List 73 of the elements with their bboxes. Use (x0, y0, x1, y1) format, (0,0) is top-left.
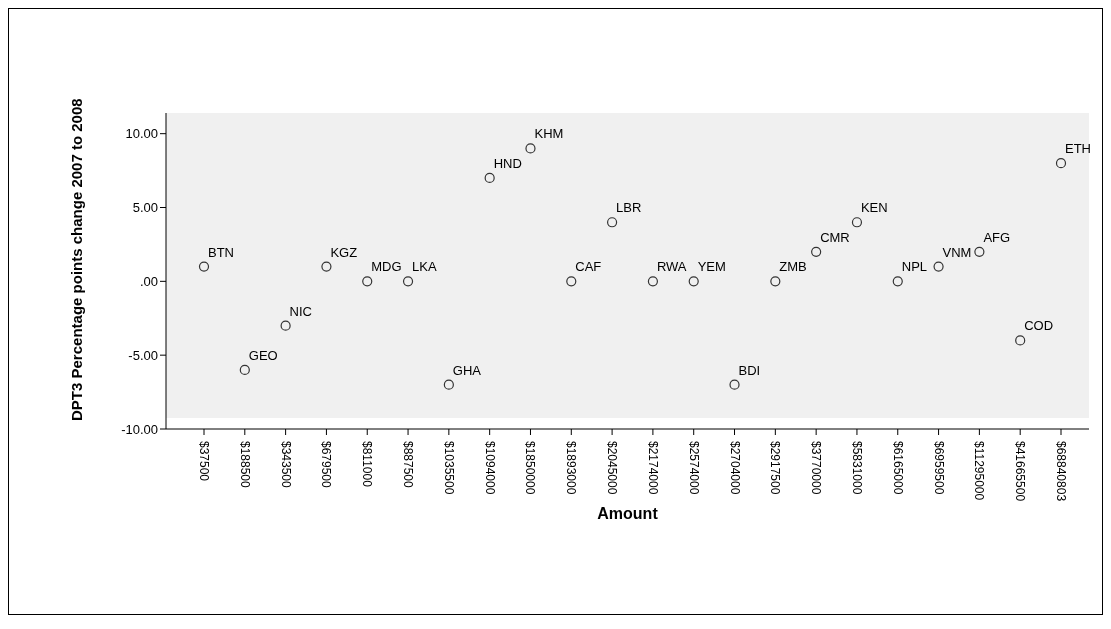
annotation: CMR (820, 229, 850, 245)
annotation: VNM (942, 244, 972, 260)
y-tick-label: 10.00 (125, 126, 158, 142)
y-tick-label: 5.00 (132, 200, 158, 216)
annotation: YEM (697, 259, 726, 275)
point (402, 276, 414, 287)
x-tick-label: $2174000 (645, 441, 660, 495)
x-tick-label: $2574000 (686, 441, 701, 495)
annotation: HND (493, 155, 522, 171)
point (892, 276, 903, 287)
annotation: GEO (248, 347, 278, 363)
point (851, 217, 863, 228)
point (933, 261, 944, 272)
point (688, 276, 699, 287)
point (362, 276, 373, 287)
x-axis-title: Amount (597, 505, 659, 522)
x-tick-label: $679500 (319, 441, 334, 489)
annotation: KHM (534, 126, 564, 142)
y-tick-label: -5.00 (128, 347, 158, 363)
x-tick-label: $5831000 (849, 441, 864, 495)
annotation: AFG (983, 229, 1011, 245)
x-tick-label: $343500 (278, 441, 293, 489)
x-tick-label: $1850000 (523, 441, 538, 495)
annotation: LKA (412, 259, 437, 275)
x-tick-label: $6959500 (931, 441, 946, 495)
x-tick-label: $41665500 (1013, 441, 1028, 502)
point (239, 364, 250, 376)
y-tick-label: -10.00 (121, 421, 158, 437)
point (811, 246, 822, 257)
x-tick-label: $2045000 (605, 441, 620, 495)
point (729, 379, 740, 390)
x-tick-label: $37500 (197, 441, 211, 482)
point (647, 276, 659, 287)
point (770, 276, 781, 287)
annotation: RWA (656, 259, 687, 275)
point (321, 261, 332, 272)
annotation: ETH (1065, 141, 1091, 157)
x-tick-label: $188500 (237, 441, 252, 489)
x-tick-label: $1094000 (482, 441, 497, 495)
x-tick-label: $3770000 (809, 441, 824, 495)
point (198, 261, 210, 272)
y-axis-title: DPT3 Percentage points change 2007 to 2008 (68, 98, 86, 421)
annotation: MDG (371, 259, 402, 275)
point (280, 320, 291, 331)
point (607, 217, 618, 228)
point (525, 143, 536, 154)
y-tick-label: .00 (139, 273, 158, 289)
point (1055, 158, 1067, 169)
annotation: GHA (452, 362, 482, 378)
annotation: ZMB (779, 259, 807, 275)
x-tick-label: $68840803 (1054, 441, 1068, 502)
x-tick-label: $887500 (401, 441, 416, 489)
annotation: KGZ (330, 244, 358, 260)
annotation: KEN (860, 200, 888, 216)
point (974, 246, 985, 257)
annotation: BTN (208, 244, 234, 260)
x-tick-label: $11295000 (972, 441, 987, 501)
x-tick-label: $811000 (360, 441, 375, 488)
point (484, 172, 495, 184)
x-tick-label: $2704000 (727, 441, 742, 495)
annotation: NIC (289, 303, 313, 319)
x-tick-label: $1035500 (441, 441, 456, 495)
x-tick-label: $1893000 (564, 441, 579, 495)
point (443, 379, 454, 390)
annotation: LBR (616, 200, 642, 216)
annotation: CAF (575, 259, 602, 275)
x-tick-label: $2917500 (768, 441, 783, 495)
point (566, 276, 577, 287)
point (1015, 335, 1026, 346)
x-tick-label: $6165000 (890, 441, 905, 495)
annotation: COD (1024, 318, 1054, 334)
annotation: BDI (738, 362, 761, 378)
annotation: NPL (901, 259, 928, 275)
